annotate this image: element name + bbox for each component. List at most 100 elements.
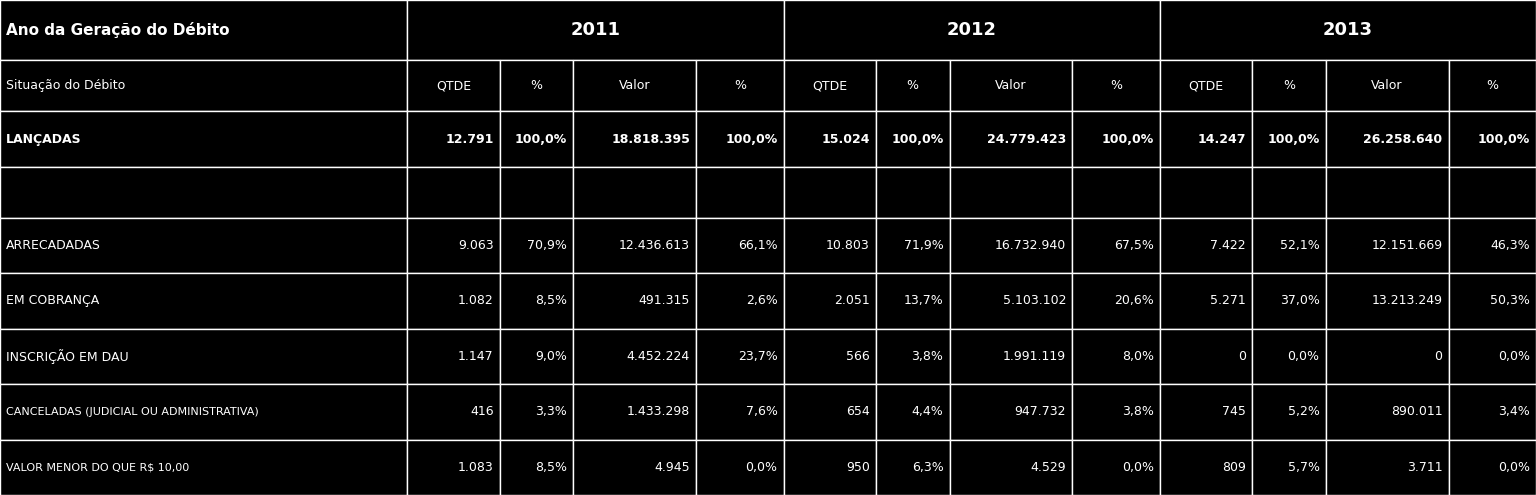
Bar	[783, 440, 876, 495]
Text: 2012: 2012	[946, 21, 997, 39]
Bar	[876, 111, 949, 167]
Text: VALOR MENOR DO QUE R$ 10,00: VALOR MENOR DO QUE R$ 10,00	[6, 462, 189, 472]
Bar	[407, 60, 499, 111]
Text: 890.011: 890.011	[1390, 405, 1442, 418]
Bar	[573, 60, 696, 111]
Bar	[0, 167, 407, 218]
Bar	[1326, 384, 1448, 440]
Bar	[573, 111, 696, 167]
Text: 3,4%: 3,4%	[1498, 405, 1530, 418]
Text: 18.818.395: 18.818.395	[611, 133, 690, 146]
Bar	[0, 0, 407, 60]
Bar	[876, 218, 949, 273]
Bar	[573, 329, 696, 384]
Text: 52,1%: 52,1%	[1279, 239, 1319, 252]
Bar	[573, 167, 696, 218]
Text: 491.315: 491.315	[639, 295, 690, 307]
Bar	[1252, 111, 1326, 167]
Bar	[696, 440, 783, 495]
Bar	[783, 273, 876, 329]
Bar	[1160, 167, 1252, 218]
Bar	[696, 384, 783, 440]
Bar	[0, 0, 407, 60]
Bar	[876, 384, 949, 440]
Text: 2.051: 2.051	[834, 295, 869, 307]
Text: 5,2%: 5,2%	[1287, 405, 1319, 418]
Bar	[407, 273, 499, 329]
Bar	[573, 329, 696, 384]
Text: 12.151.669: 12.151.669	[1372, 239, 1442, 252]
Bar	[1072, 329, 1160, 384]
Bar	[573, 384, 696, 440]
Bar	[1072, 60, 1160, 111]
Text: 6,3%: 6,3%	[912, 461, 943, 474]
Bar	[573, 273, 696, 329]
Bar	[1252, 218, 1326, 273]
Bar	[876, 273, 949, 329]
Bar	[407, 0, 783, 60]
Text: 809: 809	[1223, 461, 1246, 474]
Text: 100,0%: 100,0%	[1478, 133, 1530, 146]
Text: 66,1%: 66,1%	[737, 239, 777, 252]
Bar	[696, 167, 783, 218]
Bar	[573, 60, 696, 111]
Bar	[1326, 111, 1448, 167]
Bar	[1160, 111, 1252, 167]
Bar	[876, 440, 949, 495]
Text: 14.247: 14.247	[1198, 133, 1246, 146]
Bar	[499, 329, 573, 384]
Bar	[876, 60, 949, 111]
Bar	[1160, 218, 1252, 273]
Text: %: %	[734, 79, 746, 92]
Bar	[573, 218, 696, 273]
Bar	[499, 111, 573, 167]
Bar	[0, 60, 407, 111]
Bar	[499, 384, 573, 440]
Bar	[696, 60, 783, 111]
Text: QTDE: QTDE	[1189, 79, 1224, 92]
Bar	[1448, 111, 1536, 167]
Text: 3.711: 3.711	[1407, 461, 1442, 474]
Bar	[1326, 167, 1448, 218]
Bar	[1160, 384, 1252, 440]
Bar	[783, 384, 876, 440]
Bar	[1072, 440, 1160, 495]
Text: 2,6%: 2,6%	[746, 295, 777, 307]
Bar	[499, 60, 573, 111]
Bar	[696, 60, 783, 111]
Text: 416: 416	[470, 405, 493, 418]
Bar	[573, 111, 696, 167]
Bar	[1448, 218, 1536, 273]
Bar	[1072, 273, 1160, 329]
Text: 8,5%: 8,5%	[535, 461, 567, 474]
Bar	[783, 111, 876, 167]
Bar	[1326, 273, 1448, 329]
Bar	[949, 440, 1072, 495]
Bar	[499, 273, 573, 329]
Text: 1.082: 1.082	[458, 295, 493, 307]
Bar	[1448, 384, 1536, 440]
Text: 7.422: 7.422	[1210, 239, 1246, 252]
Bar	[0, 329, 407, 384]
Bar	[407, 167, 499, 218]
Text: 4.529: 4.529	[1031, 461, 1066, 474]
Bar	[696, 440, 783, 495]
Bar	[783, 60, 876, 111]
Bar	[0, 384, 407, 440]
Bar	[499, 218, 573, 273]
Bar	[1448, 60, 1536, 111]
Text: %: %	[1111, 79, 1123, 92]
Bar	[1072, 111, 1160, 167]
Text: 50,3%: 50,3%	[1490, 295, 1530, 307]
Bar	[0, 384, 407, 440]
Text: 654: 654	[846, 405, 869, 418]
Bar	[696, 218, 783, 273]
Text: 9.063: 9.063	[458, 239, 493, 252]
Bar	[407, 329, 499, 384]
Bar	[499, 218, 573, 273]
Text: INSCRIÇÃO EM DAU: INSCRIÇÃO EM DAU	[6, 349, 129, 364]
Text: 1.991.119: 1.991.119	[1003, 350, 1066, 363]
Text: 1.433.298: 1.433.298	[627, 405, 690, 418]
Text: 3,8%: 3,8%	[1121, 405, 1154, 418]
Bar	[407, 440, 499, 495]
